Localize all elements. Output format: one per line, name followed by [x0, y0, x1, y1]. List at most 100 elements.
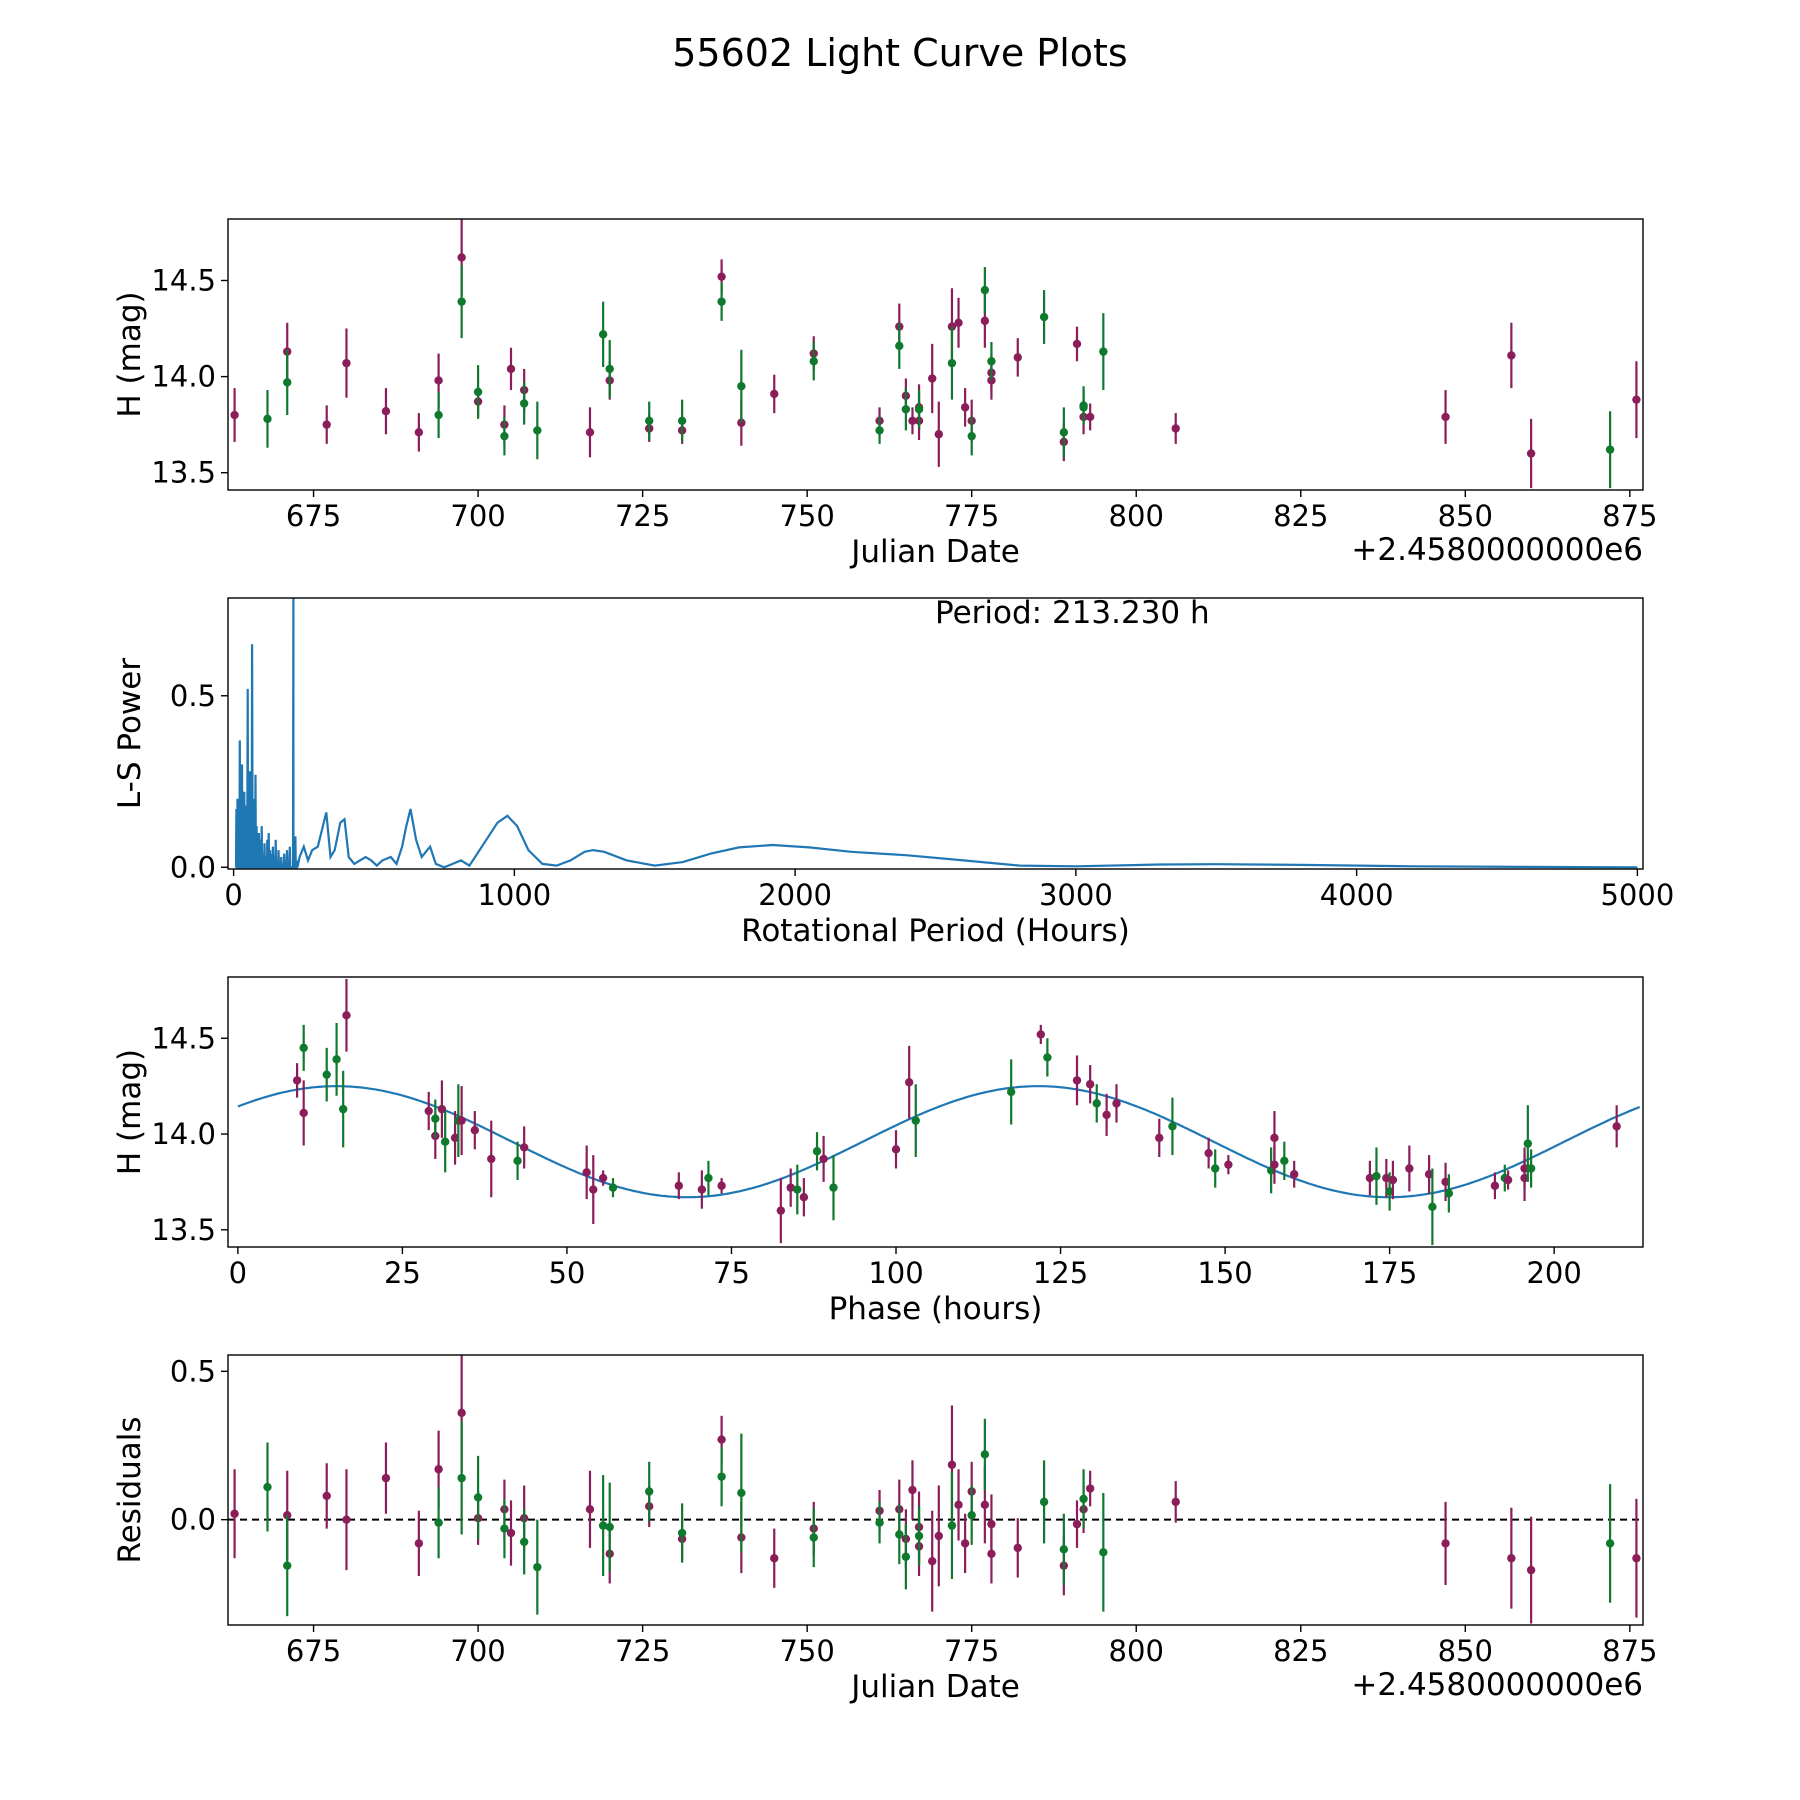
- data-point: [322, 420, 331, 429]
- data-point: [1099, 1548, 1108, 1557]
- data-point: [332, 1055, 341, 1064]
- data-point: [770, 389, 779, 399]
- data-point: [414, 1539, 424, 1548]
- data-point: [674, 1181, 684, 1190]
- data-point: [589, 1185, 598, 1194]
- periodogram-x-axis-label: Rotational Period (Hours): [741, 913, 1130, 949]
- data-point: [1092, 1099, 1101, 1108]
- data-point: [717, 1181, 726, 1190]
- data-point: [809, 357, 818, 366]
- data-point: [954, 318, 963, 327]
- data-point: [263, 1482, 272, 1492]
- data-point: [342, 358, 351, 368]
- light-curve-axes-frame: [227, 218, 1644, 491]
- data-point: [1520, 1173, 1529, 1183]
- data-point: [1526, 449, 1536, 458]
- data-point: [980, 285, 990, 295]
- residuals-y-tick-label: 0.0: [170, 1503, 216, 1537]
- data-point: [598, 330, 608, 339]
- data-point: [414, 428, 424, 437]
- phased-axes-frame: [227, 976, 1644, 1248]
- light-curve-x-offset-label: +2.4580000000e6: [1351, 532, 1643, 568]
- data-point: [1289, 1170, 1299, 1179]
- phased-x-tick-label: 150: [1197, 1256, 1252, 1290]
- data-point: [717, 297, 726, 306]
- data-point: [875, 1518, 884, 1527]
- data-point: [533, 426, 542, 435]
- data-point: [1211, 1164, 1220, 1173]
- data-point: [1612, 1122, 1621, 1131]
- data-point: [519, 1143, 529, 1152]
- data-point: [487, 1154, 496, 1164]
- residuals-x-tick-label: 675: [286, 1634, 341, 1668]
- data-point: [292, 1076, 302, 1085]
- data-point: [645, 1487, 654, 1496]
- residuals-x-tick-label: 700: [450, 1634, 505, 1668]
- periodogram-plot-area: [234, 598, 1638, 869]
- period-annotation: Period: 213.230 h: [935, 595, 1210, 631]
- data-point: [1112, 1099, 1121, 1108]
- data-point: [342, 1011, 351, 1020]
- periodogram-x-tick-label: 1000: [477, 878, 551, 912]
- residuals-x-tick-label: 800: [1109, 1634, 1164, 1668]
- data-point: [875, 426, 884, 435]
- data-point: [1388, 1175, 1398, 1185]
- data-point: [434, 376, 443, 385]
- data-point: [786, 1183, 795, 1192]
- light-curve-x-axis-label: Julian Date: [849, 534, 1020, 570]
- data-point: [506, 1528, 516, 1538]
- periodogram-x-tick-label: 5000: [1600, 878, 1674, 912]
- data-point: [434, 1465, 443, 1474]
- data-point: [645, 416, 654, 426]
- data-point: [230, 1509, 239, 1518]
- data-point: [1424, 1170, 1434, 1179]
- data-point: [891, 1145, 901, 1154]
- data-point: [934, 1531, 943, 1541]
- light-curve-y-axis-label: H (mag): [112, 291, 148, 417]
- data-point: [533, 1562, 542, 1572]
- data-point: [717, 1435, 726, 1444]
- phased-y-tick-label: 14.5: [151, 1021, 216, 1055]
- phased-x-tick-label: 175: [1362, 1256, 1417, 1290]
- lightcurve-plot-area: [230, 219, 1641, 489]
- data-point: [1280, 1156, 1289, 1166]
- data-point: [1507, 351, 1516, 360]
- data-point: [947, 1521, 957, 1530]
- data-point: [1036, 1030, 1046, 1039]
- data-point: [434, 410, 443, 420]
- data-point: [519, 399, 529, 408]
- data-point: [500, 1524, 509, 1533]
- data-point: [947, 322, 957, 331]
- data-point: [1605, 445, 1615, 454]
- phased-y-tick-label: 14.0: [151, 1117, 216, 1151]
- data-point: [1072, 339, 1082, 349]
- data-point: [322, 1491, 331, 1501]
- data-point: [473, 387, 483, 397]
- data-point: [812, 1147, 822, 1156]
- lightcurve-x-tick-label: 750: [779, 499, 834, 533]
- data-point: [1079, 1494, 1088, 1504]
- data-point: [1507, 1554, 1516, 1563]
- data-point: [704, 1173, 713, 1183]
- data-point: [1155, 1133, 1164, 1143]
- data-point: [908, 1485, 917, 1495]
- data-point: [908, 416, 917, 426]
- lightcurve-x-tick-label: 725: [615, 499, 670, 533]
- data-point: [1085, 1484, 1095, 1493]
- data-point: [299, 1108, 308, 1118]
- lightcurve-x-tick-label: 800: [1109, 499, 1164, 533]
- data-point: [1632, 1554, 1641, 1563]
- phased-y-axis-label: H (mag): [112, 1049, 148, 1175]
- data-point: [776, 1206, 786, 1215]
- data-point: [1385, 1187, 1394, 1196]
- phased-x-tick-label: 200: [1526, 1256, 1581, 1290]
- residuals-x-tick-label: 725: [615, 1634, 670, 1668]
- data-point: [513, 1156, 522, 1166]
- data-point: [717, 1472, 726, 1481]
- data-point: [506, 364, 516, 374]
- data-point: [437, 1104, 447, 1114]
- data-point: [381, 406, 391, 416]
- data-point: [799, 1193, 809, 1202]
- data-point: [737, 1488, 746, 1498]
- data-point: [1526, 1164, 1536, 1173]
